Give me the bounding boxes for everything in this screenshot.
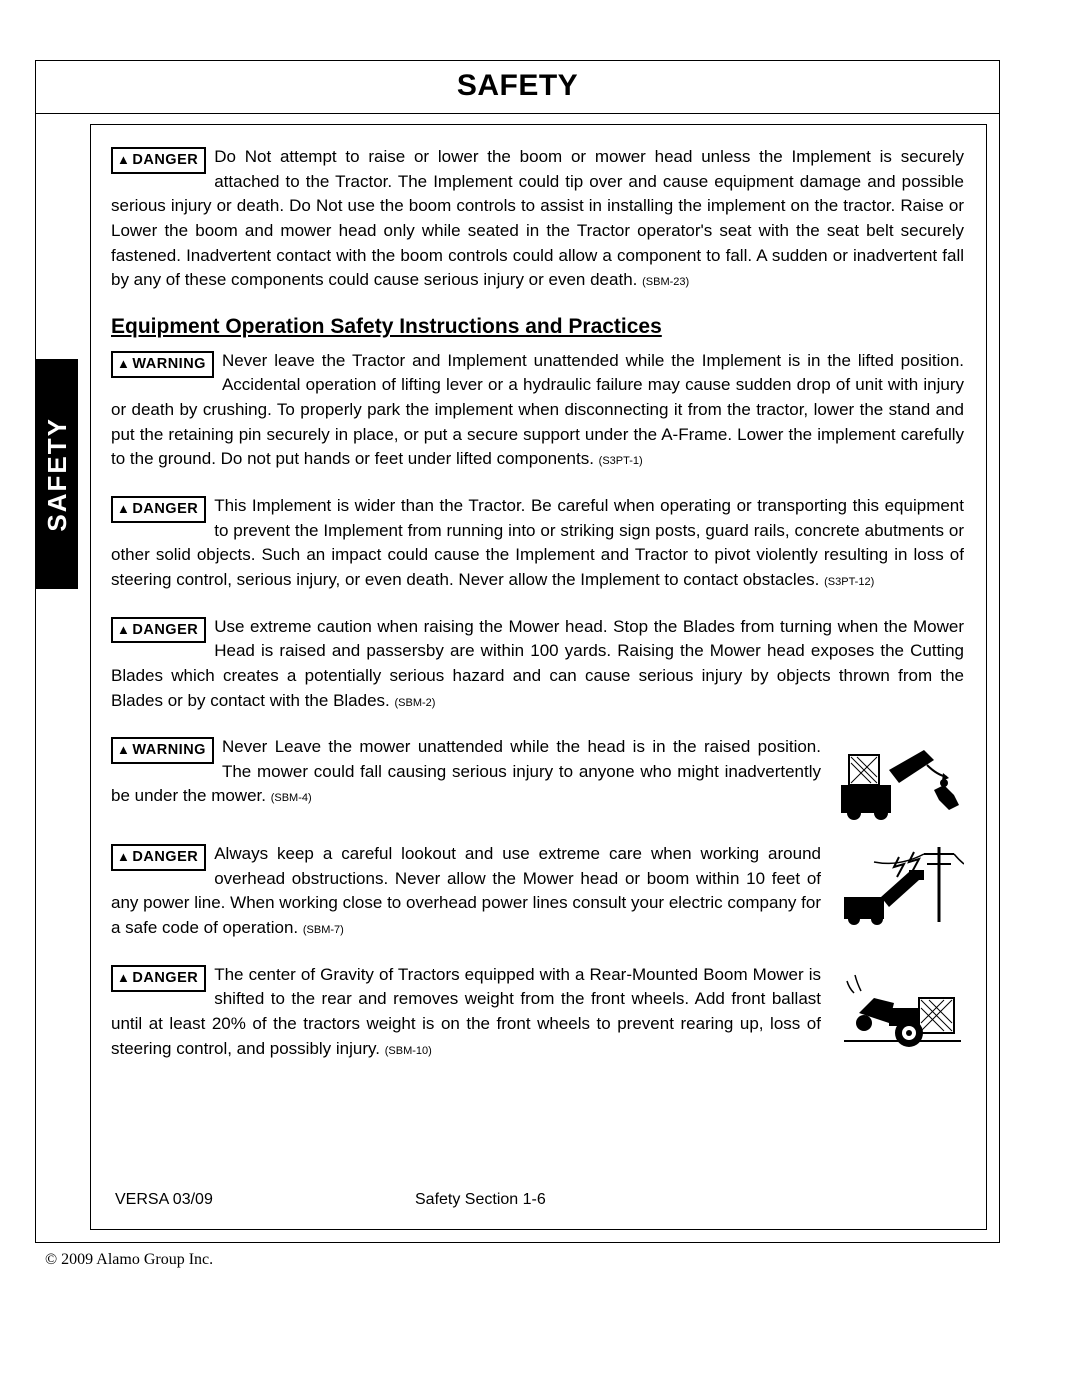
warning-triangle-icon: ▲: [117, 742, 130, 759]
code-ref: (SBM-4): [271, 792, 312, 804]
danger-label: ▲DANGER: [111, 496, 206, 523]
section-heading: Equipment Operation Safety Instructions …: [111, 315, 964, 339]
label-text: DANGER: [132, 622, 198, 638]
warning-triangle-icon: ▲: [117, 970, 130, 987]
mower-fall-icon: [839, 735, 964, 820]
footer-left: VERSA 03/09: [115, 1191, 415, 1209]
block-text: Do Not attempt to raise or lower the boo…: [111, 147, 964, 289]
main-content: ▲DANGER Do Not attempt to raise or lower…: [90, 124, 987, 1230]
safety-block-6: ▲DANGER Always keep a careful lookout an…: [111, 842, 964, 941]
danger-label: ▲DANGER: [111, 617, 206, 644]
side-tab-label: SAFETY: [42, 417, 73, 532]
text-column: ▲DANGER Always keep a careful lookout an…: [111, 842, 821, 941]
label-text: WARNING: [132, 356, 206, 372]
warning-label: ▲WARNING: [111, 737, 214, 764]
code-ref: (S3PT-12): [824, 576, 874, 588]
block-text: Use extreme caution when raising the Mow…: [111, 617, 964, 710]
warning-label: ▲WARNING: [111, 351, 214, 378]
label-text: DANGER: [132, 970, 198, 986]
safety-block-2: ▲WARNING Never leave the Tractor and Imp…: [111, 349, 964, 472]
block-text: Always keep a careful lookout and use ex…: [111, 844, 821, 937]
warning-triangle-icon: ▲: [117, 622, 130, 639]
block-text: The center of Gravity of Tractors equipp…: [111, 965, 821, 1058]
safety-block-5: ▲WARNING Never Leave the mower unattende…: [111, 735, 964, 820]
danger-label: ▲DANGER: [111, 844, 206, 871]
label-text: DANGER: [132, 501, 198, 517]
warning-triangle-icon: ▲: [117, 152, 130, 169]
side-tab: SAFETY: [36, 359, 78, 589]
copyright: © 2009 Alamo Group Inc.: [45, 1251, 1000, 1269]
page-border: SAFETY SAFETY ▲DANGER Do Not attempt to …: [35, 60, 1000, 1243]
code-ref: (SBM-7): [303, 924, 344, 936]
safety-block-4: ▲DANGER Use extreme caution when raising…: [111, 615, 964, 714]
block-text: Never Leave the mower unattended while t…: [111, 737, 821, 805]
footer-row: VERSA 03/09 Safety Section 1-6: [111, 1191, 964, 1217]
code-ref: (SBM-2): [395, 697, 436, 709]
content-wrap: SAFETY ▲DANGER Do Not attempt to raise o…: [36, 114, 999, 1242]
code-ref: (SBM-10): [385, 1045, 432, 1057]
danger-label: ▲DANGER: [111, 965, 206, 992]
text-column: ▲WARNING Never Leave the mower unattende…: [111, 735, 821, 809]
warning-triangle-icon: ▲: [117, 849, 130, 866]
page-title: SAFETY: [36, 61, 999, 114]
warning-triangle-icon: ▲: [117, 356, 130, 373]
tractor-rearing-icon: [839, 963, 964, 1048]
safety-block-3: ▲DANGER This Implement is wider than the…: [111, 494, 964, 593]
text-column: ▲DANGER The center of Gravity of Tractor…: [111, 963, 821, 1062]
label-text: DANGER: [132, 849, 198, 865]
footer-center: Safety Section 1-6: [415, 1191, 546, 1209]
code-ref: (S3PT-1): [599, 455, 643, 467]
safety-block-7: ▲DANGER The center of Gravity of Tractor…: [111, 963, 964, 1062]
code-ref: (SBM-23): [642, 276, 689, 288]
label-text: DANGER: [132, 152, 198, 168]
powerline-icon: [839, 842, 964, 927]
label-text: WARNING: [132, 742, 206, 758]
block-text: Never leave the Tractor and Implement un…: [111, 351, 964, 469]
safety-block-1: ▲DANGER Do Not attempt to raise or lower…: [111, 145, 964, 293]
warning-triangle-icon: ▲: [117, 501, 130, 518]
danger-label: ▲DANGER: [111, 147, 206, 174]
